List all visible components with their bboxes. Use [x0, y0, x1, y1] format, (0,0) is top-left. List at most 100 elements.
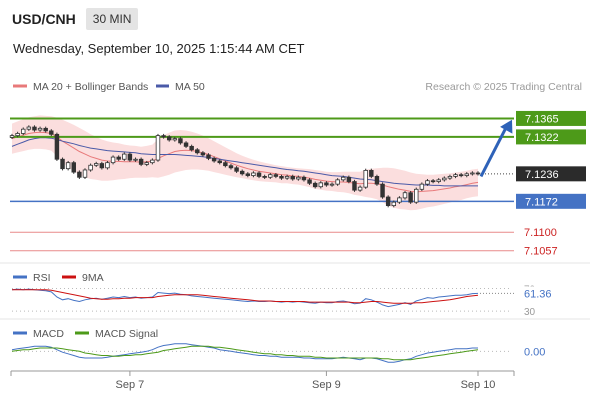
candle-body — [217, 160, 222, 164]
candle-body — [166, 136, 172, 141]
candle-body — [172, 138, 178, 141]
candle-body — [352, 181, 357, 191]
candle-body — [458, 174, 464, 177]
timeframe-badge[interactable]: 30 MIN — [85, 8, 139, 30]
legend-label: MACD Signal — [95, 328, 158, 340]
rsi-line — [11, 288, 479, 308]
candle-body — [71, 162, 76, 173]
support-label: 7.1172 — [525, 196, 558, 208]
candle-body — [127, 153, 133, 161]
candle-body — [346, 176, 352, 182]
x-axis-tick-label: Sep 9 — [312, 379, 341, 391]
current-price-box — [516, 166, 586, 182]
candle-body — [296, 176, 301, 180]
candle-body — [430, 180, 436, 183]
candle-body — [447, 176, 453, 179]
candle-body — [273, 174, 279, 177]
candle-body — [245, 173, 251, 176]
candle-body — [183, 142, 189, 147]
macd-line — [11, 343, 478, 363]
legend-label: 9MA — [82, 272, 104, 284]
legend-label: RSI — [33, 272, 51, 284]
support-label-box — [516, 193, 586, 209]
candle-body — [436, 179, 441, 182]
resistance-label: 7.1322 — [525, 132, 559, 144]
candle-body — [161, 135, 166, 138]
candle-body — [251, 172, 256, 176]
candle-body — [256, 172, 262, 177]
candle-body — [318, 182, 324, 188]
candle-body — [419, 183, 425, 190]
current-price-label: 7.1236 — [525, 169, 559, 181]
candle-body — [470, 172, 475, 175]
legend-label: MA 50 — [175, 81, 205, 93]
rsi-value-background — [520, 286, 558, 301]
candle-body — [369, 169, 374, 177]
candle-body — [105, 162, 110, 169]
candle-body — [425, 180, 430, 185]
candle-body — [82, 169, 88, 178]
candle-body — [32, 126, 37, 131]
legend-label: MA 20 + Bollinger Bands — [33, 81, 148, 93]
candle-body — [49, 130, 54, 135]
macd-signal-line — [11, 345, 479, 361]
rsi-reference-tick: 30 — [524, 307, 536, 318]
candle-body — [397, 197, 402, 203]
candle-body — [54, 133, 60, 160]
candle-body — [110, 156, 116, 164]
candle-body — [37, 127, 43, 131]
candle-body — [374, 176, 380, 185]
candle-body — [312, 182, 318, 188]
candle-body — [385, 196, 391, 207]
candle-body — [211, 157, 217, 162]
candle-body — [133, 158, 138, 161]
candle-body — [144, 162, 149, 165]
candle-body — [65, 162, 71, 170]
candle-body — [223, 162, 228, 167]
candle-body — [138, 158, 144, 165]
forecast-arrow-head — [500, 119, 513, 134]
candle-body — [453, 174, 458, 177]
candle-body — [21, 128, 26, 134]
candle-body — [195, 149, 200, 154]
candle-body — [116, 156, 121, 160]
candle-body — [60, 158, 65, 170]
candle-body — [391, 201, 397, 207]
candle-body — [99, 163, 105, 169]
candle-body — [335, 179, 340, 185]
candle-body — [178, 138, 183, 144]
candle-body — [150, 159, 155, 164]
candle-body — [442, 177, 447, 181]
candle-body — [239, 170, 245, 175]
candle-body — [301, 176, 307, 181]
candle-body — [329, 183, 335, 186]
candle-body — [155, 135, 161, 161]
resistance-label-box — [516, 110, 586, 126]
attribution-text: Research © 2025 Trading Central — [425, 81, 582, 93]
candle-body — [26, 126, 32, 130]
candle-body — [234, 167, 239, 172]
candle-body — [228, 165, 234, 169]
candle-body — [324, 182, 329, 186]
candle-body — [206, 154, 211, 159]
rsi-ma-line — [12, 289, 479, 304]
candle-body — [341, 176, 346, 181]
instrument-symbol: USD/CNH — [12, 11, 76, 27]
candle-body — [268, 174, 273, 178]
candle-body — [279, 176, 284, 179]
forecast-arrow-shaft — [479, 125, 509, 178]
chart-timestamp: Wednesday, September 10, 2025 1:15:44 AM… — [13, 41, 305, 56]
candle-body — [93, 163, 99, 166]
minor-level-label: 7.1100 — [524, 227, 557, 239]
candle-body — [475, 172, 481, 175]
candle-body — [380, 183, 385, 198]
candle-body — [290, 176, 295, 180]
candle-body — [408, 192, 413, 203]
candle-body — [189, 145, 194, 151]
ma20-line — [11, 131, 479, 193]
candle-body — [414, 188, 419, 203]
candle-body — [357, 186, 363, 191]
legend-label: MACD — [33, 328, 64, 340]
candle-body — [402, 192, 408, 199]
resistance-label: 7.1365 — [525, 113, 559, 125]
